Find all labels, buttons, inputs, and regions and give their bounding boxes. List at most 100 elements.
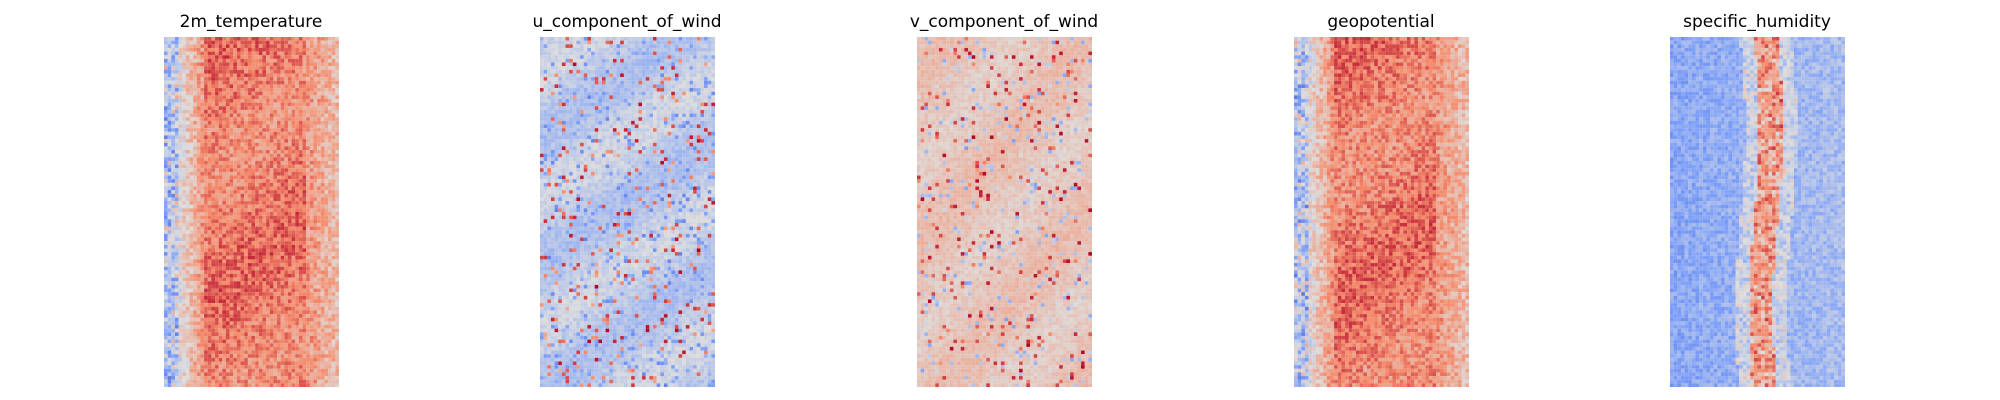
heatmap-cell [335,244,339,249]
heatmap-cell [185,354,190,358]
heatmap-cell [277,146,281,151]
heatmap-cell [280,303,285,307]
heatmap-cell [287,335,292,340]
heatmap-cell [215,106,219,110]
heatmap-cell [189,186,194,191]
heatmap-cell [185,164,190,169]
heatmap-cell [287,186,292,191]
heatmap-cell [167,55,172,59]
heatmap-cell [233,357,237,362]
heatmap-cell [251,332,256,337]
heatmap-cell [222,128,227,132]
heatmap-cell [594,62,599,67]
heatmap-cell [324,212,329,216]
heatmap-cell [287,281,292,285]
heatmap-cell [302,106,307,110]
heatmap-cell [215,215,219,220]
heatmap-cell [612,37,617,41]
heatmap-cell [240,244,245,249]
heatmap-cell [306,146,310,151]
heatmap-cell [240,190,245,194]
heatmap-cell [182,171,186,176]
heatmap-cell [656,40,661,45]
heatmap-cell [616,55,621,59]
heatmap-cell [211,357,216,362]
heatmap-cell [200,259,205,264]
heatmap-cell [317,95,321,100]
heatmap-cell [189,230,194,234]
heatmap-cell [638,47,643,52]
heatmap-cell [309,80,314,85]
heatmap-cell [324,66,329,70]
heatmap-cell [291,365,296,369]
heatmap-cell [309,146,314,151]
heatmap-cell [211,95,216,100]
heatmap-cell [266,372,270,377]
heatmap-cell [287,190,292,194]
heatmap-cell [218,168,223,172]
heatmap-cell [291,51,296,56]
heatmap-cell [225,131,230,136]
heatmap-cell [258,120,263,125]
heatmap-cell [324,346,329,351]
heatmap-cell [215,84,219,89]
heatmap-cell [320,106,325,110]
heatmap-cell [218,153,223,158]
heatmap-cell [200,354,205,358]
heatmap-cell [309,263,314,267]
heatmap-cell [215,310,219,315]
heatmap-cell [207,346,212,351]
heatmap-cell [204,230,208,234]
heatmap-cell [580,47,584,52]
heatmap-cell [298,252,303,256]
heatmap-cell [306,241,310,245]
heatmap-cell [178,208,183,213]
heatmap-cell [335,383,339,387]
heatmap-cell [302,164,307,169]
heatmap-cell [225,365,230,369]
heatmap-cell [258,139,263,143]
heatmap-cell [211,365,216,369]
heatmap-cell [207,102,212,107]
heatmap-cell [247,44,252,48]
heatmap-cell [291,58,296,63]
heatmap-cell [306,328,310,333]
heatmap-cell [174,55,179,59]
heatmap-cell [291,186,296,191]
heatmap-cell [266,201,270,205]
heatmap-cell [320,197,325,202]
heatmap-cell [171,84,175,89]
heatmap-cell [182,328,186,333]
heatmap-cell [262,47,267,52]
heatmap-cell [233,186,237,191]
heatmap-cell [291,77,296,81]
heatmap-cell [193,270,197,275]
heatmap-cell [215,273,219,278]
heatmap-cell [704,40,708,45]
heatmap-cell [247,164,252,169]
heatmap-cell [215,226,219,231]
heatmap-cell [174,357,179,362]
heatmap-cell [335,361,339,366]
heatmap-cell [244,150,248,154]
heatmap-cell [634,37,639,41]
heatmap-cell [240,37,245,41]
heatmap-cell [291,95,296,100]
heatmap-cell [225,164,230,169]
heatmap-cell [189,47,194,52]
heatmap-cell [182,66,186,70]
heatmap-cell [671,62,675,67]
heatmap-cell [287,80,292,85]
heatmap-cell [178,212,183,216]
heatmap-cell [262,263,267,267]
heatmap-cell [211,58,216,63]
heatmap-cell [182,277,186,282]
heatmap-cell [244,62,248,67]
heatmap-cell [262,120,267,125]
heatmap-cell [178,350,183,355]
heatmap-cell [258,47,263,52]
heatmap-cell [204,197,208,202]
heatmap-cell [251,69,256,74]
heatmap-cell [638,37,643,41]
heatmap-cell [204,248,208,253]
